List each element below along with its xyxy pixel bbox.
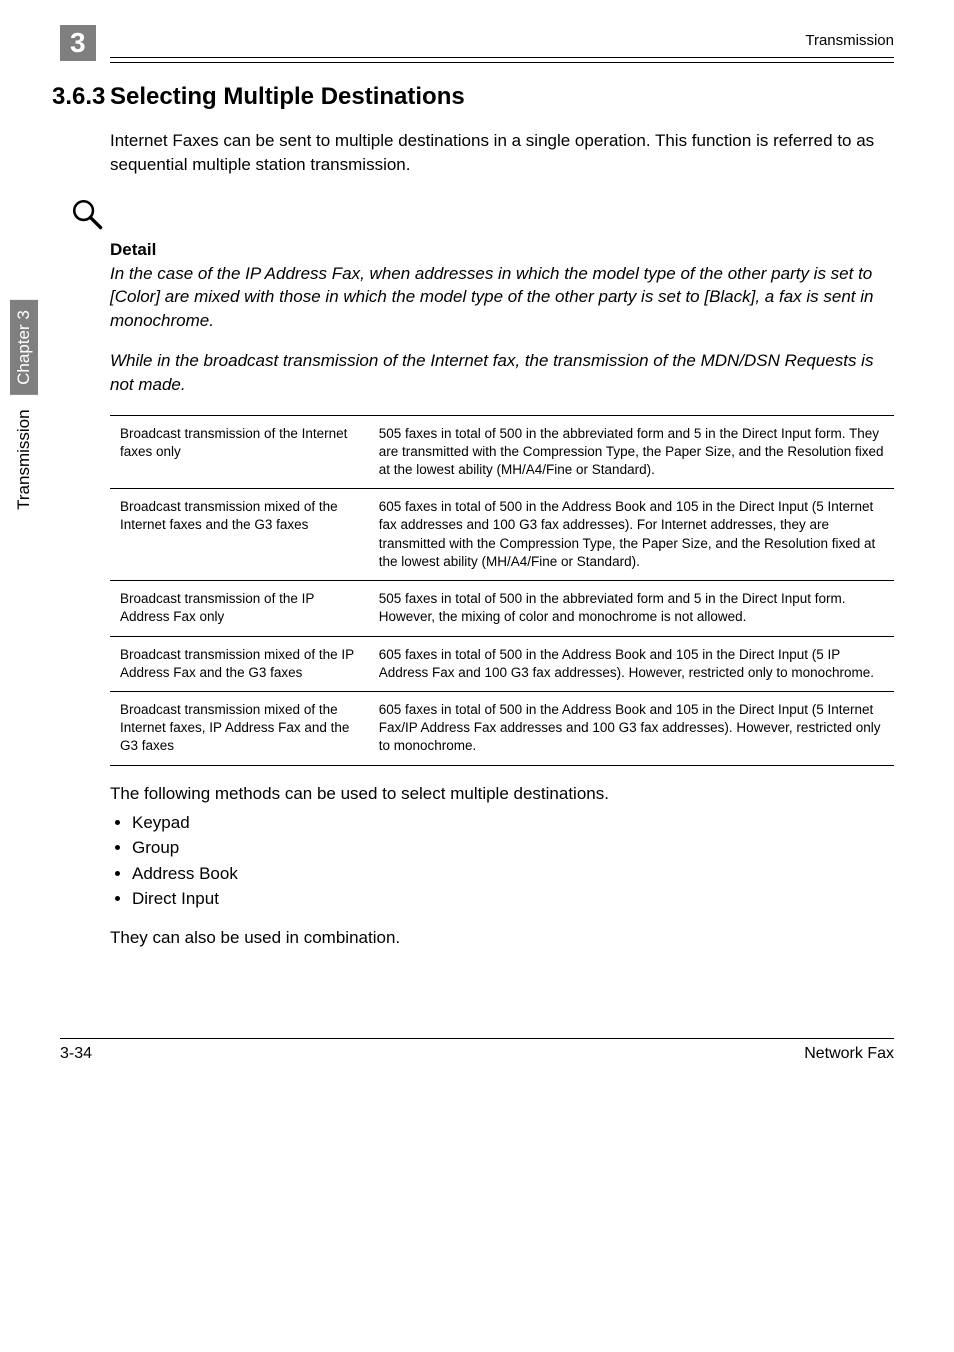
spec-table: Broadcast transmission of the Internet f… [110,415,894,766]
list-item: Group [132,835,894,861]
table-cell-col2: 605 faxes in total of 500 in the Address… [369,489,894,581]
section-title: Selecting Multiple Destinations [110,83,465,110]
sidebar-section-label: Transmission [10,399,38,519]
footer-page-number: 3-34 [60,1045,92,1063]
methods-lead-in: The following methods can be used to sel… [110,784,894,804]
magnifier-icon [70,197,104,231]
page-container: 3 Transmission 3.6.3Selecting Multiple D… [0,0,954,1093]
section-number: 3.6.3 [52,83,110,111]
methods-list: Keypad Group Address Book Direct Input [132,810,894,912]
table-row: Broadcast transmission mixed of the Inte… [110,489,894,581]
detail-icon-wrap [70,197,894,236]
footer-doc-title: Network Fax [804,1045,894,1063]
sidebar-tab: Transmission Chapter 3 [10,300,38,520]
header-underline [110,62,894,63]
detail-para-2: While in the broadcast transmission of t… [110,349,894,397]
list-item: Keypad [132,810,894,836]
table-cell-col1: Broadcast transmission of the IP Address… [110,581,369,636]
table-row: Broadcast transmission mixed of the Inte… [110,691,894,765]
table-row: Broadcast transmission of the Internet f… [110,415,894,489]
table-cell-col2: 605 faxes in total of 500 in the Address… [369,636,894,691]
spec-table-body: Broadcast transmission of the Internet f… [110,415,894,765]
detail-para-1: In the case of the IP Address Fax, when … [110,262,894,333]
table-cell-col1: Broadcast transmission mixed of the Inte… [110,489,369,581]
table-cell-col1: Broadcast transmission mixed of the Inte… [110,691,369,765]
closing-paragraph: They can also be used in combination. [110,928,894,948]
detail-label: Detail [110,240,894,260]
table-cell-col2: 505 faxes in total of 500 in the abbrevi… [369,415,894,489]
footer: 3-34 Network Fax [60,1038,894,1063]
list-item: Address Book [132,861,894,887]
table-cell-col2: 505 faxes in total of 500 in the abbrevi… [369,581,894,636]
intro-paragraph: Internet Faxes can be sent to multiple d… [110,129,894,177]
header-line: 3 Transmission [110,30,894,58]
header-label: Transmission [805,32,894,49]
table-row: Broadcast transmission mixed of the IP A… [110,636,894,691]
table-cell-col2: 605 faxes in total of 500 in the Address… [369,691,894,765]
section-heading: 3.6.3Selecting Multiple Destinations [52,83,894,111]
table-cell-col1: Broadcast transmission of the Internet f… [110,415,369,489]
sidebar-chapter-label: Chapter 3 [10,300,38,395]
list-item: Direct Input [132,886,894,912]
chapter-number-box: 3 [60,25,96,61]
table-row: Broadcast transmission of the IP Address… [110,581,894,636]
table-cell-col1: Broadcast transmission mixed of the IP A… [110,636,369,691]
